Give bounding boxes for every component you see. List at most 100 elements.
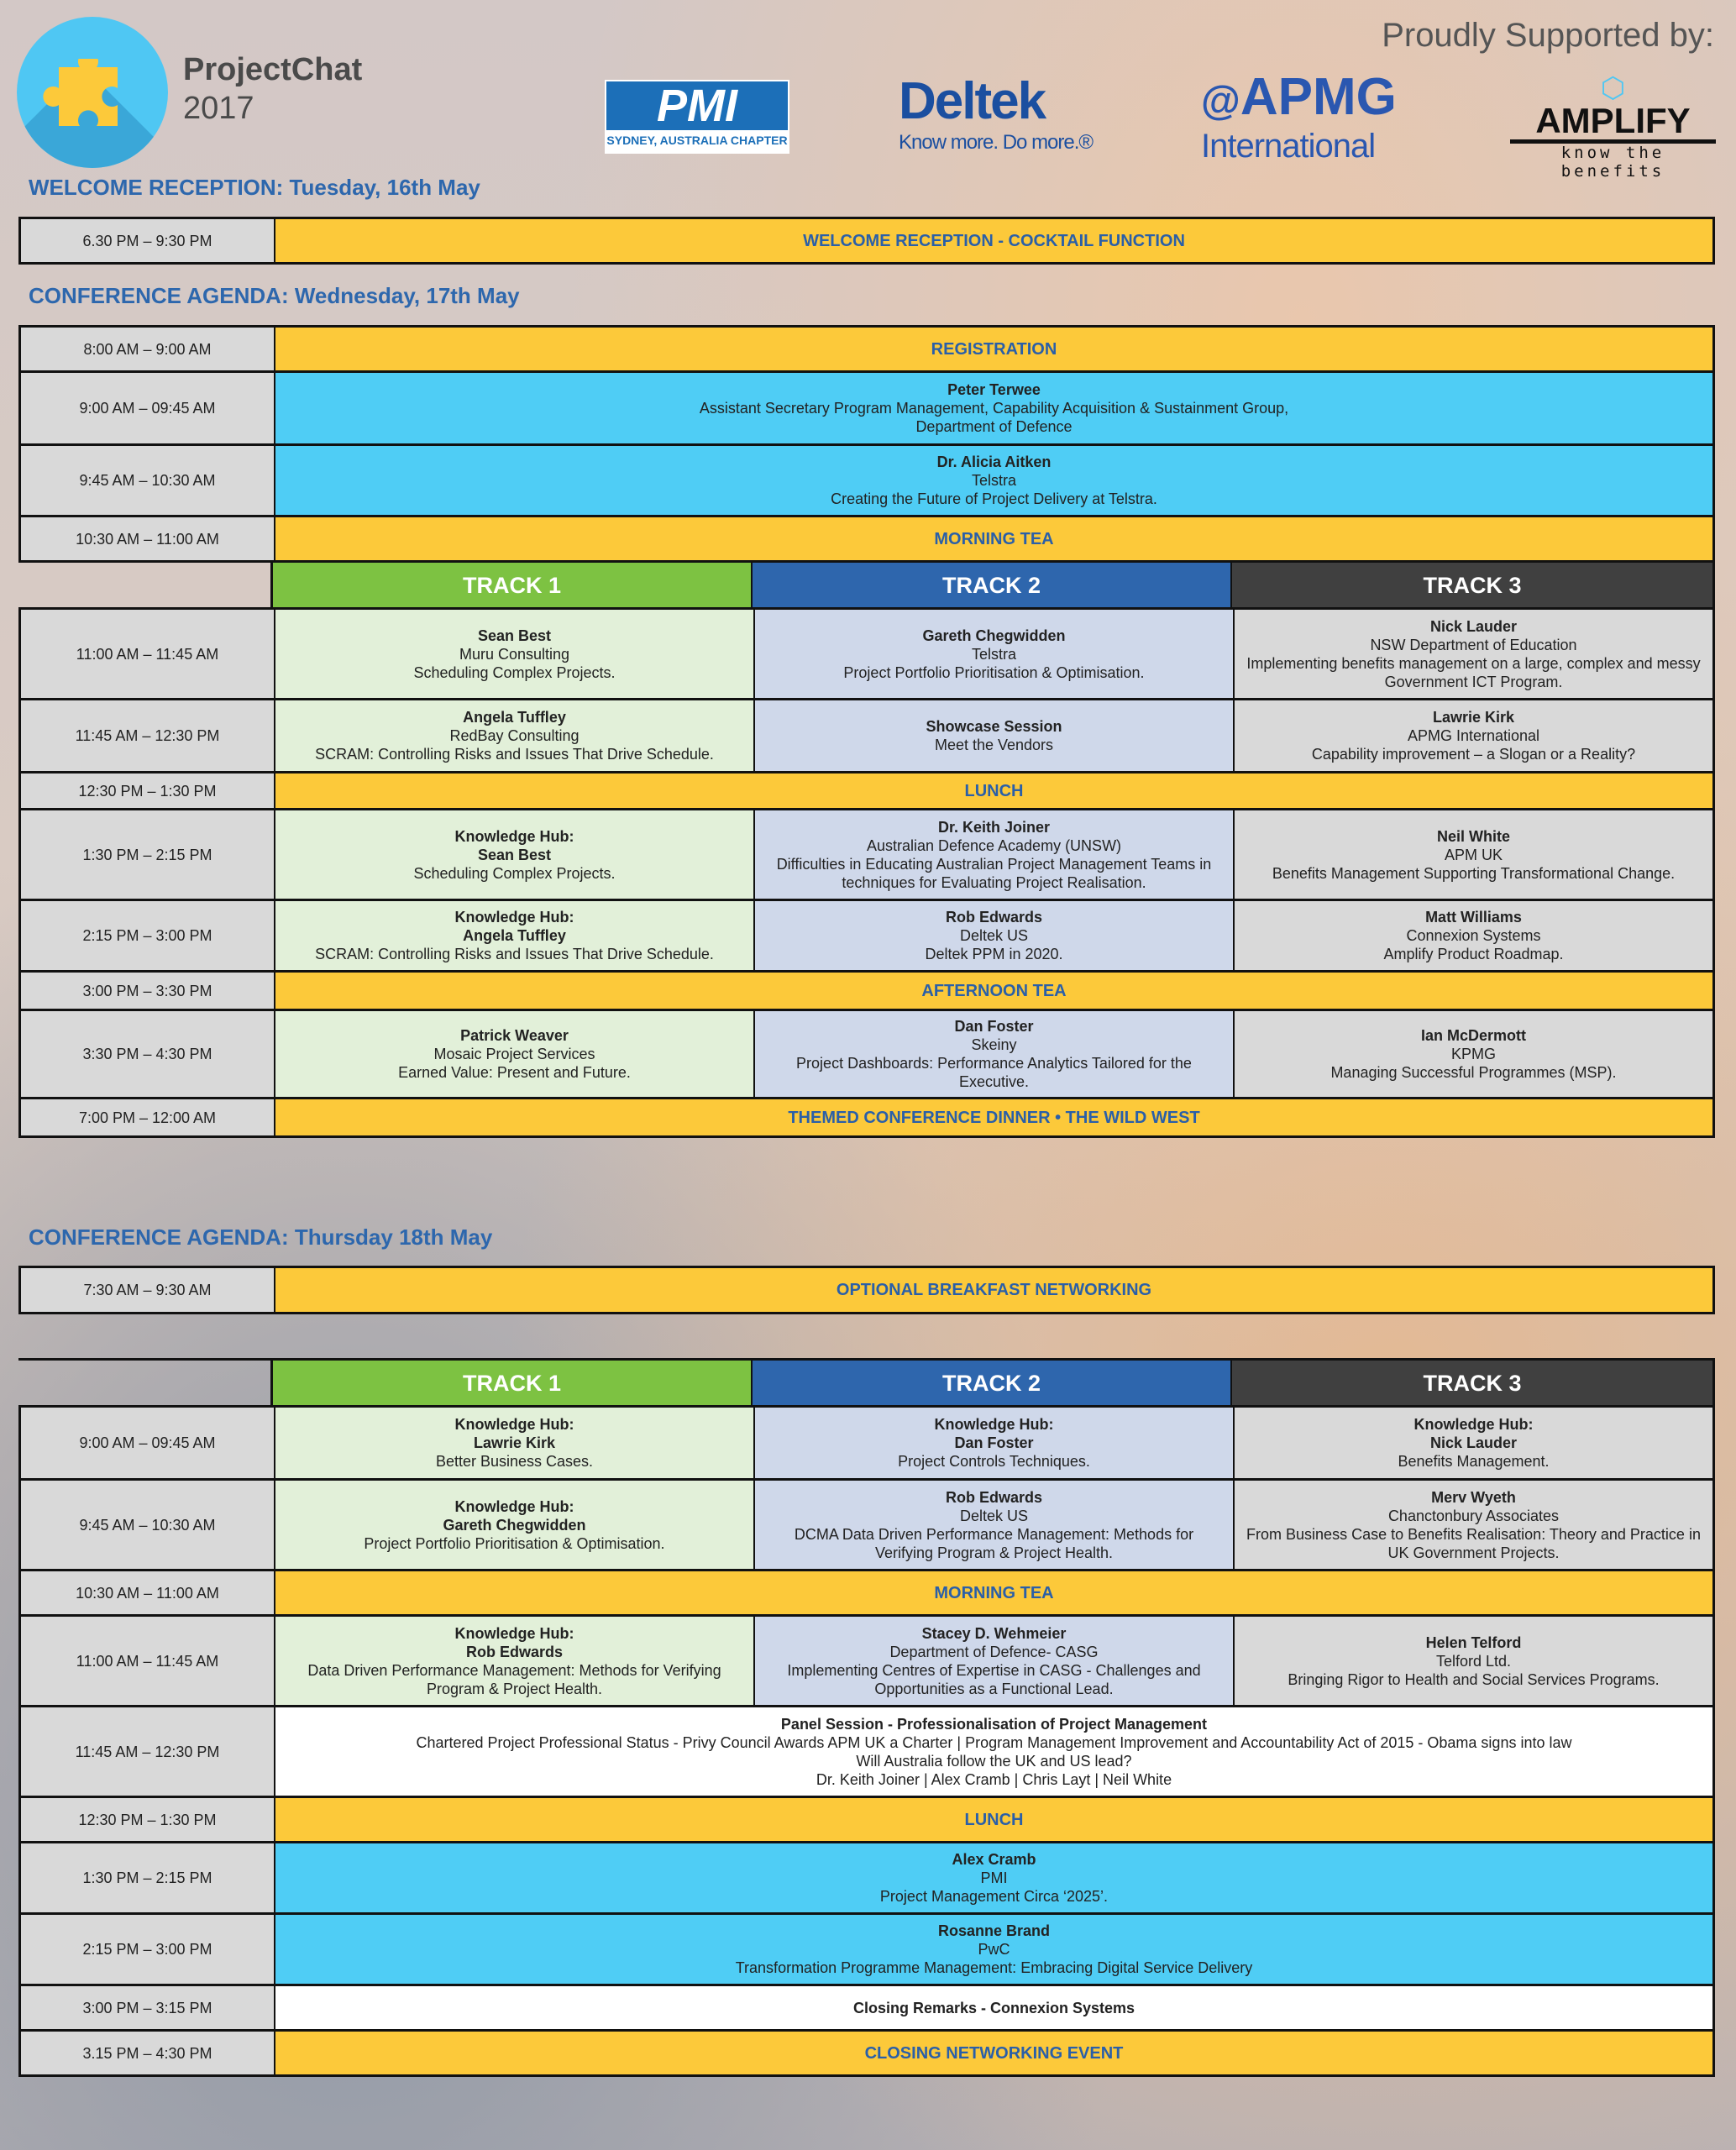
track-1-session: Knowledge Hub: Lawrie Kirk Better Business… [275, 1408, 755, 1478]
session-yellow: THEMED CONFERENCE DINNER • THE WILD WEST [275, 1099, 1712, 1135]
session-detail: LUNCH [964, 1810, 1024, 1829]
session-white: Panel Session - Professionalisation of P… [275, 1707, 1712, 1796]
track-1-header: TRACK 1 [273, 1361, 753, 1405]
session-detail: Deltek US [959, 1507, 1029, 1524]
cube-icon: ⬡ [1600, 72, 1626, 104]
session-detail: RedBay Consulting [449, 727, 580, 744]
speaker-name: Peter Terwee [947, 381, 1041, 398]
session-detail: Department of Defence [915, 418, 1073, 435]
session-detail: THEMED CONFERENCE DINNER • THE WILD WEST [788, 1108, 1200, 1127]
agenda-row: 2:15 PM – 3:00 PM Rosanne Brand PwC Transfo… [18, 1915, 1715, 1986]
session-white: Closing Remarks - Connexion Systems [275, 1986, 1712, 2029]
speaker-name: Rob Edwards [945, 909, 1042, 926]
track-3-session: Merv Wyeth Chanctonbury Associates From Bu… [1235, 1481, 1712, 1569]
agenda-row: 11:45 AM – 12:30 PM Angela Tuffley RedBay … [18, 700, 1715, 773]
speaker-name: Closing Remarks - Connexion Systems [852, 1999, 1135, 2016]
time-slot: 1:30 PM – 2:15 PM [21, 810, 275, 899]
session-detail: PMI [980, 1869, 1008, 1886]
session-detail: Earned Value: Present and Future. [398, 1064, 631, 1081]
session-yellow: LUNCH [275, 773, 1712, 808]
speaker-name: Stacey D. Wehmeier [921, 1624, 1067, 1642]
speaker-name: Panel Session - Professionalisation of P… [780, 1715, 1208, 1733]
session-detail: Difficulties in Educating Australian Pro… [776, 855, 1212, 891]
apmg-logo-text: APMG [1240, 68, 1397, 126]
time-slot: 9:00 AM – 09:45 AM [21, 373, 275, 443]
agenda-row: 1:30 PM – 2:15 PM Alex Cramb PMI Project Ma… [18, 1843, 1715, 1915]
deltek-logo-text: Deltek [899, 72, 1046, 130]
track-3-session: Neil White APM UK Benefits Management Supp… [1235, 810, 1712, 899]
time-slot: 9:45 AM – 10:30 AM [21, 1481, 275, 1569]
track-2-session: Dr. Keith Joiner Australian Defence Acade… [755, 810, 1235, 899]
track-1-session: Knowledge Hub: Gareth Chegwidden Project P… [275, 1481, 755, 1569]
session-detail: Assistant Secretary Program Management, … [699, 400, 1289, 417]
speaker-name: Angela Tuffley [463, 709, 566, 726]
speaker-name: Helen Telford [1425, 1633, 1522, 1651]
time-slot: 2:15 PM – 3:00 PM [21, 901, 275, 970]
session-detail: MORNING TEA [934, 529, 1054, 548]
session-detail: Bringing Rigor to Health and Social Serv… [1288, 1670, 1660, 1688]
speaker-name: Knowledge Hub: [934, 1416, 1054, 1433]
track-1-header: TRACK 1 [273, 563, 753, 607]
time-slot: 6.30 PM – 9:30 PM [21, 219, 275, 262]
agenda-row: 11:45 AM – 12:30 PM Panel Session - Profe… [18, 1707, 1715, 1798]
pmi-logo-text: PMI [606, 81, 788, 130]
track-2-header: TRACK 2 [753, 1361, 1232, 1405]
amplify-logo: ⬡ AMPLIFY know the benefits [1510, 74, 1716, 181]
session-detail: LUNCH [964, 781, 1024, 800]
track-3-session: Matt Williams Connexion Systems Amplify Pr… [1235, 901, 1712, 970]
track-3-header: TRACK 3 [1232, 563, 1712, 607]
agenda-row: 11:00 AM – 11:45 AM Sean Best Muru Consult… [18, 610, 1715, 700]
track-header-row: TRACK 1 TRACK 2 TRACK 3 [18, 563, 1715, 610]
session-detail: KPMG [1450, 1046, 1496, 1062]
session-detail: Skeiny [971, 1036, 1017, 1053]
session-detail: Telford Ltd. [1435, 1652, 1512, 1670]
section-heading: CONFERENCE AGENDA: Thursday 18th May [29, 1224, 493, 1250]
track-1-session: Sean Best Muru Consulting Scheduling Compl… [275, 610, 755, 698]
time-slot: 12:30 PM – 1:30 PM [21, 773, 275, 808]
track-3-session: Nick Lauder NSW Department of Education Im… [1235, 610, 1712, 698]
session-yellow: AFTERNOON TEA [275, 973, 1712, 1009]
time-slot: 7:30 AM – 9:30 AM [21, 1268, 275, 1312]
session-detail: Dr. Keith Joiner | Alex Cramb | Chris La… [816, 1770, 1172, 1788]
time-slot: 11:00 AM – 11:45 AM [21, 1617, 275, 1705]
time-slot: 11:45 AM – 12:30 PM [21, 1707, 275, 1796]
apmg-logo-sub: International [1201, 128, 1376, 165]
session-detail: Muru Consulting [459, 645, 570, 663]
agenda-row: 3:00 PM – 3:30 PM AFTERNOON TEA [18, 973, 1715, 1011]
section-heading: WELCOME RECEPTION: Tuesday, 16th May [29, 175, 480, 200]
agenda-row: 12:30 PM – 1:30 PM LUNCH [18, 1798, 1715, 1843]
speaker-name: Rob Edwards [945, 1488, 1042, 1506]
time-slot: 1:30 PM – 2:15 PM [21, 1843, 275, 1912]
session-detail: Data Driven Performance Management: Meth… [307, 1661, 721, 1697]
track-3-session: Helen Telford Telford Ltd. Bringing Rigor … [1235, 1617, 1712, 1705]
session-detail: Implementing benefits management on a la… [1246, 654, 1701, 690]
speaker-name: Knowledge Hub: [454, 909, 574, 926]
logo [17, 17, 168, 168]
session-detail: NSW Department of Education [1370, 636, 1577, 653]
session-detail: Connexion Systems [1406, 927, 1541, 944]
apmg-logo: @APMG International [1201, 71, 1397, 165]
session-detail: Creating the Future of Project Delivery … [831, 490, 1157, 507]
session-yellow: WELCOME RECEPTION - COCKTAIL FUNCTION [275, 219, 1712, 262]
session-detail: PwC [978, 1941, 1010, 1958]
session-detail: From Business Case to Benefits Realisati… [1246, 1525, 1701, 1561]
speaker-name: Lawrie Kirk [1432, 709, 1515, 726]
speaker-name: Gareth Chegwidden [922, 627, 1066, 644]
time-slot: 2:15 PM – 3:00 PM [21, 1915, 275, 1984]
agenda-table: 8:00 AM – 9:00 AM REGISTRATION 9:00 AM – 0… [18, 325, 1715, 1138]
speaker-name: Dan Foster [954, 1018, 1034, 1035]
speaker-name: Knowledge Hub: [454, 1624, 574, 1642]
time-slot: 11:00 AM – 11:45 AM [21, 610, 275, 698]
amplify-logo-text: AMPLIFY [1510, 102, 1716, 144]
time-slot: 3:00 PM – 3:30 PM [21, 973, 275, 1009]
session-yellow: LUNCH [275, 1798, 1712, 1841]
session-detail: Benefits Management. [1398, 1453, 1550, 1470]
speaker-name: Alex Cramb [952, 1851, 1036, 1868]
puzzle-icon [43, 59, 118, 126]
session-detail: AFTERNOON TEA [921, 981, 1067, 1000]
track-3-session: Lawrie Kirk APMG International Capability … [1235, 700, 1712, 771]
session-cyan: Alex Cramb PMI Project Management Circa ‘2… [275, 1843, 1712, 1912]
apmg-swirl-icon: @ [1201, 79, 1240, 123]
time-slot: 12:30 PM – 1:30 PM [21, 1798, 275, 1841]
agenda-row: 3:30 PM – 4:30 PM Patrick Weaver Mosaic Pr… [18, 1011, 1715, 1099]
